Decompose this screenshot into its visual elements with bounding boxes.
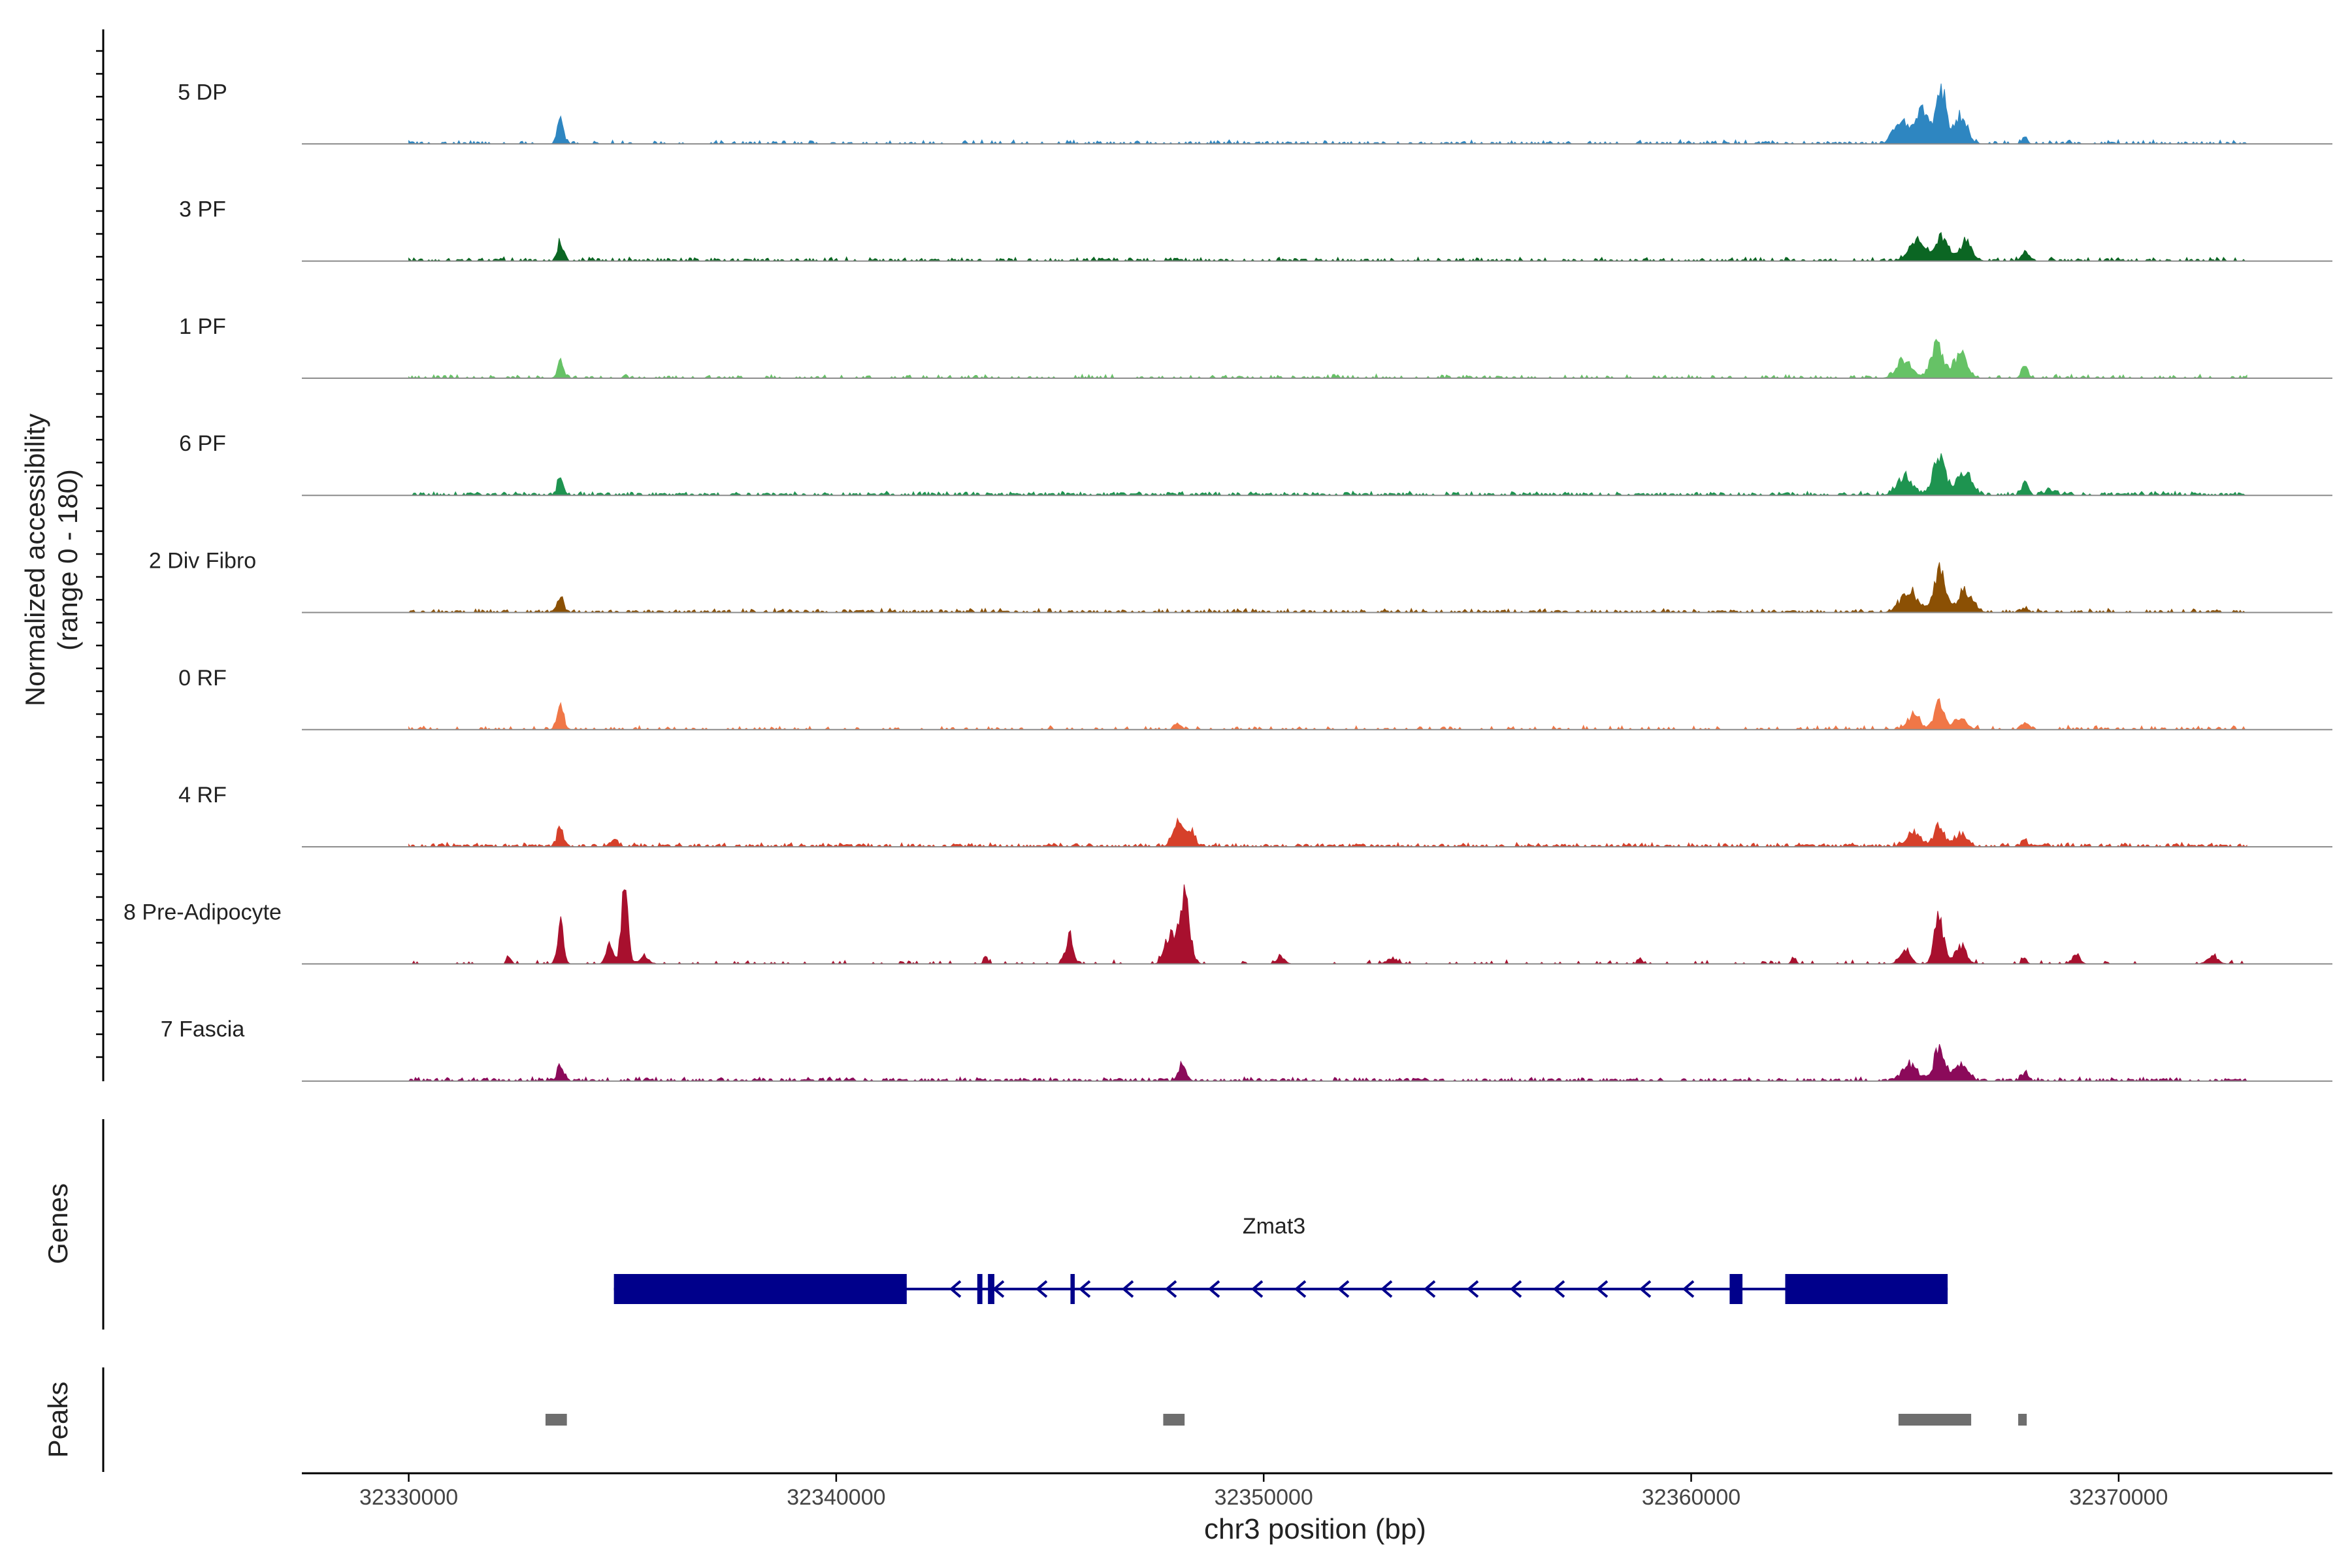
strand-arrow — [992, 1280, 1005, 1298]
coverage-area — [408, 817, 2247, 848]
peak-region — [545, 1414, 567, 1426]
strand-arrow — [1466, 1280, 1479, 1298]
strand-arrow — [1423, 1280, 1436, 1298]
strand-arrow — [1164, 1280, 1177, 1298]
peaks-panel-label: Peaks — [42, 1382, 73, 1458]
strand-arrow — [1337, 1280, 1350, 1298]
peak-region — [2018, 1414, 2027, 1426]
accessibility-y-axis — [96, 29, 105, 1081]
track: 3 PF — [179, 197, 2332, 262]
strand-arrow — [1035, 1280, 1048, 1298]
track: 2 Div Fibro — [149, 549, 2332, 613]
x-tick-label: 32340000 — [787, 1485, 885, 1510]
track-label: 1 PF — [179, 314, 226, 339]
y-axis-subtitle: (range 0 - 180) — [52, 469, 83, 651]
track-label: 7 Fascia — [161, 1017, 245, 1042]
peak-region — [1163, 1414, 1185, 1426]
track-label: 4 RF — [178, 783, 227, 808]
coverage-area — [408, 884, 2247, 965]
gene-name: Zmat3 — [1243, 1214, 1305, 1239]
strand-arrow — [1595, 1280, 1609, 1298]
coverage-tracks: 5 DP 3 PF 1 PF 6 PF 2 Div Fibro 0 RF 4 RF 8 Pre… — [123, 80, 2332, 1082]
x-axis-title: chr3 position (bp) — [1204, 1513, 1426, 1545]
coverage-area — [408, 232, 2247, 262]
exon — [988, 1274, 994, 1304]
track: 5 DP — [178, 80, 2332, 145]
track-label: 2 Div Fibro — [149, 549, 256, 574]
strand-arrow — [1250, 1280, 1264, 1298]
strand-arrow — [1121, 1280, 1134, 1298]
coverage-area — [408, 698, 2247, 730]
track-label: 3 PF — [179, 197, 226, 222]
x-tick-label: 32370000 — [2069, 1485, 2168, 1510]
strand-arrow — [1552, 1280, 1565, 1298]
track-label: 8 Pre-Adipocyte — [123, 900, 282, 924]
track-label: 0 RF — [178, 666, 227, 691]
gene-track: Zmat3 — [613, 1214, 1948, 1304]
peaks-track — [545, 1414, 2027, 1426]
exon — [1785, 1274, 1948, 1304]
coverage-area — [408, 453, 2247, 497]
exon — [613, 1274, 907, 1304]
strand-arrow — [1682, 1280, 1695, 1298]
strand-arrow — [1380, 1280, 1393, 1298]
coverage-area — [408, 1044, 2248, 1082]
strand-arrow — [1294, 1280, 1307, 1298]
genes-panel-label: Genes — [42, 1183, 73, 1264]
x-tick-label: 32330000 — [359, 1485, 458, 1510]
track-label: 6 PF — [179, 431, 226, 456]
coverage-area — [408, 83, 2248, 145]
x-axis: 32330000 32340000 32350000 32360000 32370000 — [302, 1472, 2332, 1510]
x-tick-label: 32360000 — [1642, 1485, 1740, 1510]
strand-arrow — [1078, 1280, 1091, 1298]
coverage-area — [408, 338, 2247, 380]
track: 8 Pre-Adipocyte — [123, 884, 2332, 965]
track: 4 RF — [178, 783, 2332, 848]
track: 0 RF — [178, 666, 2332, 730]
x-tick-label: 32350000 — [1215, 1485, 1313, 1510]
track: 7 Fascia — [161, 1017, 2332, 1082]
track: 6 PF — [179, 431, 2332, 497]
y-axis-title: Normalized accessibility — [20, 414, 50, 706]
strand-arrow — [1207, 1280, 1220, 1298]
strand-arrow — [1509, 1280, 1522, 1298]
strand-arrow — [949, 1280, 962, 1298]
track-label: 5 DP — [178, 80, 227, 105]
exon — [1729, 1274, 1743, 1304]
coverage-area — [408, 562, 2247, 613]
strand-arrow — [1639, 1280, 1652, 1298]
peak-region — [1898, 1414, 1972, 1426]
exon — [977, 1274, 983, 1304]
exon — [1070, 1274, 1075, 1304]
track: 1 PF — [179, 314, 2332, 380]
